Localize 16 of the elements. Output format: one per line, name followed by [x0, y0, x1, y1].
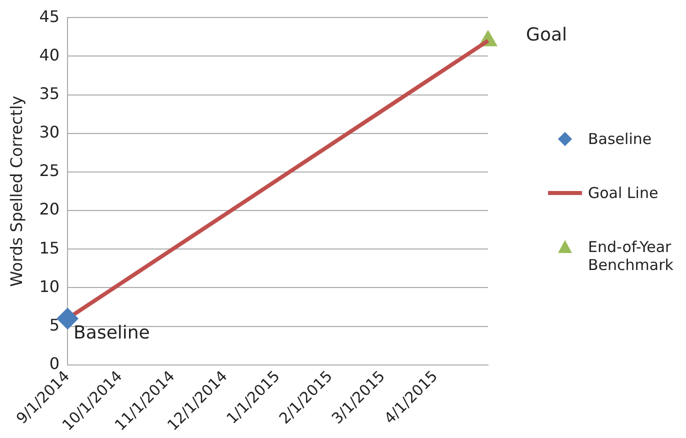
y-tick-label: 25	[39, 161, 60, 180]
y-tick-label: 40	[39, 45, 60, 64]
y-tick-label: 15	[39, 238, 60, 258]
legend-label: Goal Line	[588, 184, 658, 202]
y-tick-label: 5	[49, 315, 60, 334]
annotation: Baseline	[74, 322, 150, 344]
legend-label: Baseline	[588, 130, 652, 148]
y-tick-label: 0	[49, 354, 60, 374]
y-tick-label: 20	[39, 200, 60, 219]
y-tick-label: 30	[39, 122, 60, 142]
y-tick-label: 35	[39, 84, 60, 103]
y-tick-label: 10	[39, 276, 60, 296]
text: Goal	[526, 24, 567, 46]
legend-label: End-of-Year Benchmark	[588, 238, 674, 274]
y-axis-title: Words Spelled Correctly	[6, 96, 26, 287]
y-tick-label: 45	[39, 6, 60, 26]
